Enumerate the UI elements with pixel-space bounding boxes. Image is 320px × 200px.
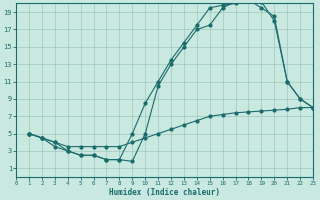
- X-axis label: Humidex (Indice chaleur): Humidex (Indice chaleur): [109, 188, 220, 197]
